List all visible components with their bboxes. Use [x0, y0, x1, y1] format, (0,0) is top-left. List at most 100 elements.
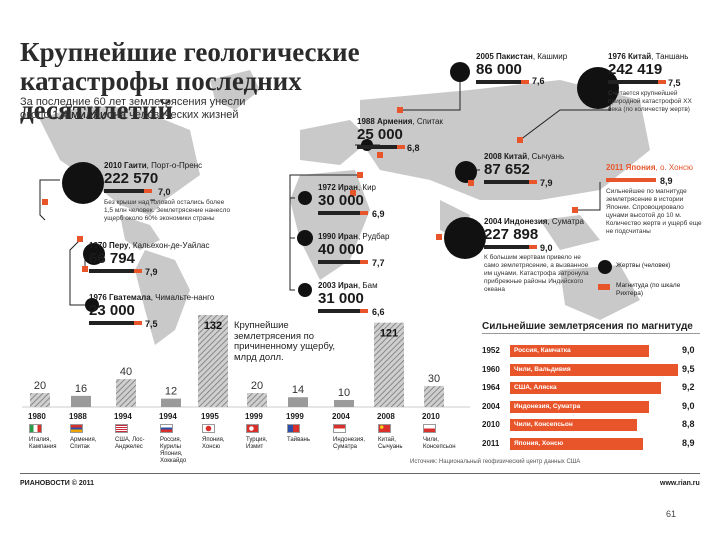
- death-toll: 227 898: [484, 226, 539, 243]
- armenia-flag-icon: [70, 424, 83, 433]
- quake-note: К большим жертвам привело не само землет…: [484, 254, 589, 293]
- page-number: 61: [666, 509, 677, 519]
- magnitude-value: 7,9: [540, 178, 553, 188]
- damage-country-label: Армения, Спитак: [70, 437, 97, 450]
- quake-1988-armenia: 1988 Армения, Спитак 25 000 6,8: [357, 117, 467, 153]
- indonesia-flag-icon: [333, 424, 346, 433]
- divider: [482, 333, 700, 334]
- magnitude-value: 7,5: [145, 319, 158, 329]
- death-toll: 242 419: [608, 61, 663, 78]
- italy-flag-icon: [29, 424, 42, 433]
- damage-chart-title: Крупнейшие землетрясения по причиненному…: [234, 320, 336, 363]
- turkey-flag-icon: [246, 424, 259, 433]
- damage-bar: [288, 397, 308, 407]
- magnitude-row-bar: Чили, Консепсьон: [510, 419, 638, 431]
- damage-bar: [116, 379, 136, 407]
- damage-country-label: Россия, Курилы Япония, Хоккайдо: [160, 437, 187, 464]
- quake-note: Сильнейшее по магнитуде землетрясение в …: [606, 188, 702, 235]
- magnitude-row-year: 2011: [482, 438, 500, 448]
- damage-value-label: 132: [204, 320, 222, 332]
- magnitude-row-value: 9,5: [682, 363, 695, 374]
- damage-year-label: 1988: [69, 412, 87, 421]
- page-title: Крупнейшие геологические катастрофы посл…: [20, 37, 360, 125]
- magnitude-row-year: 1952: [482, 346, 500, 355]
- legend-magnitude-swatch: [598, 284, 610, 290]
- damage-year-label: 1994: [114, 412, 132, 421]
- damage-value-label: 20: [34, 380, 46, 392]
- damage-bar: [71, 395, 91, 407]
- magnitude-row-value: 9,2: [682, 382, 695, 392]
- magnitude-row-year: 2010: [482, 420, 500, 429]
- damage-country-label: Италия, Кампания: [29, 437, 57, 450]
- damage-value-label: 12: [165, 386, 177, 398]
- death-toll: 40 000: [318, 241, 364, 258]
- damage-country-label: Чили, Консепсьон: [423, 437, 456, 450]
- russia-flag-icon: [160, 424, 173, 433]
- quake-2005-pakistan: 2005 Пакистан, Кашмир 86 000 7,6: [476, 52, 576, 86]
- china-flag-icon: [378, 424, 391, 433]
- quake-2011-japan: 2011 Япония, о. Хонсю 8,9 Сильнейшее по …: [606, 163, 716, 236]
- death-toll: 86 000: [476, 61, 522, 78]
- magnitude-row-year: 2004: [482, 401, 500, 411]
- magnitude-value: 7,7: [372, 258, 385, 268]
- magnitude-value: 7,6: [532, 76, 545, 86]
- subtitle: За последние 60 лет землетрясения унесли…: [20, 96, 246, 121]
- damage-year-label: 2004: [332, 412, 350, 421]
- damage-value-label: 121: [380, 328, 398, 340]
- magnitude-value: 9,0: [540, 243, 553, 253]
- legend-victims-swatch: [598, 260, 612, 274]
- magnitude-list-title: Сильнейшие землетрясения по магнитуде: [482, 321, 693, 332]
- death-toll: 23 000: [89, 302, 135, 319]
- quake-note: Без крыши над головой остались более 1,5…: [104, 199, 231, 222]
- quake-1990-iran: 1990 Иран, Рудбар 40 000 7,7: [318, 232, 408, 268]
- usa-flag-icon: [115, 424, 128, 433]
- damage-bar: [198, 315, 228, 407]
- magnitude-row-bar: Индонезия, Суматра: [510, 400, 649, 413]
- magnitude-row-value: 8,8: [682, 419, 695, 429]
- magnitude-value: 6,6: [372, 307, 385, 317]
- quake-2003-iran: 2003 Иран, Бам 31 000 6,6: [318, 281, 408, 317]
- damage-year-label: 1999: [286, 412, 304, 421]
- death-toll: 30 000: [318, 192, 364, 209]
- death-toll: 31 000: [318, 290, 364, 307]
- magnitude-row-value: 8,9: [682, 437, 695, 448]
- magnitude-row-value: 9,0: [682, 345, 695, 355]
- magnitude-row: 2004 Индонезия, Суматра 9,0: [482, 400, 702, 413]
- damage-bar: [334, 400, 354, 407]
- source-note: Источник: Национальный геофизический цен…: [410, 459, 581, 465]
- death-toll: 87 652: [484, 161, 530, 178]
- damage-country-label: США, Лос-Анджелес: [115, 437, 145, 450]
- damage-value-label: 30: [428, 373, 440, 385]
- damage-bar: [374, 322, 404, 407]
- magnitude-value: 7,9: [145, 267, 158, 277]
- damage-year-label: 2010: [422, 412, 440, 421]
- magnitude-row: 1952 Россия, Камчатка 9,0: [482, 345, 702, 357]
- death-toll: 222 570: [104, 170, 159, 187]
- damage-country-label: Китай, Сычуань: [378, 437, 403, 450]
- quake-2008-china: 2008 Китай, Сычуань 87 652 7,9: [484, 152, 584, 188]
- death-toll: 25 000: [357, 126, 403, 143]
- damage-year-label: 2008: [377, 412, 395, 421]
- legend-victims-label: Жертвы (человек): [616, 262, 671, 269]
- damage-country-label: Япония, Хонсю: [202, 437, 225, 450]
- quake-1972-iran: 1972 Иран, Кир 30 000 6,9: [318, 183, 408, 219]
- magnitude-row-bar: Япония, Хонсю: [510, 437, 644, 450]
- damage-year-label: 1994: [159, 412, 177, 421]
- magnitude-value: 6,8: [407, 143, 420, 153]
- magnitude-value: 7,5: [668, 78, 681, 88]
- magnitude-row-bar: США, Аляска: [510, 382, 661, 394]
- damage-bar: [30, 393, 50, 407]
- magnitude-row: 1964 США, Аляска 9,2: [482, 382, 702, 394]
- taiwan-flag-icon: [287, 424, 300, 433]
- magnitude-row: 2011 Япония, Хонсю 8,9: [482, 437, 702, 450]
- magnitude-row-bar: Россия, Камчатка: [510, 345, 649, 357]
- death-toll: 66 794: [89, 250, 135, 267]
- magnitude-value: 8,9: [660, 176, 673, 186]
- brand-logo: РИАНОВОСТИ © 2011: [20, 480, 95, 487]
- damage-value-label: 40: [120, 366, 132, 378]
- damage-year-label: 1980: [28, 412, 46, 421]
- magnitude-value: 7,0: [158, 187, 171, 197]
- footer-divider: [20, 473, 700, 474]
